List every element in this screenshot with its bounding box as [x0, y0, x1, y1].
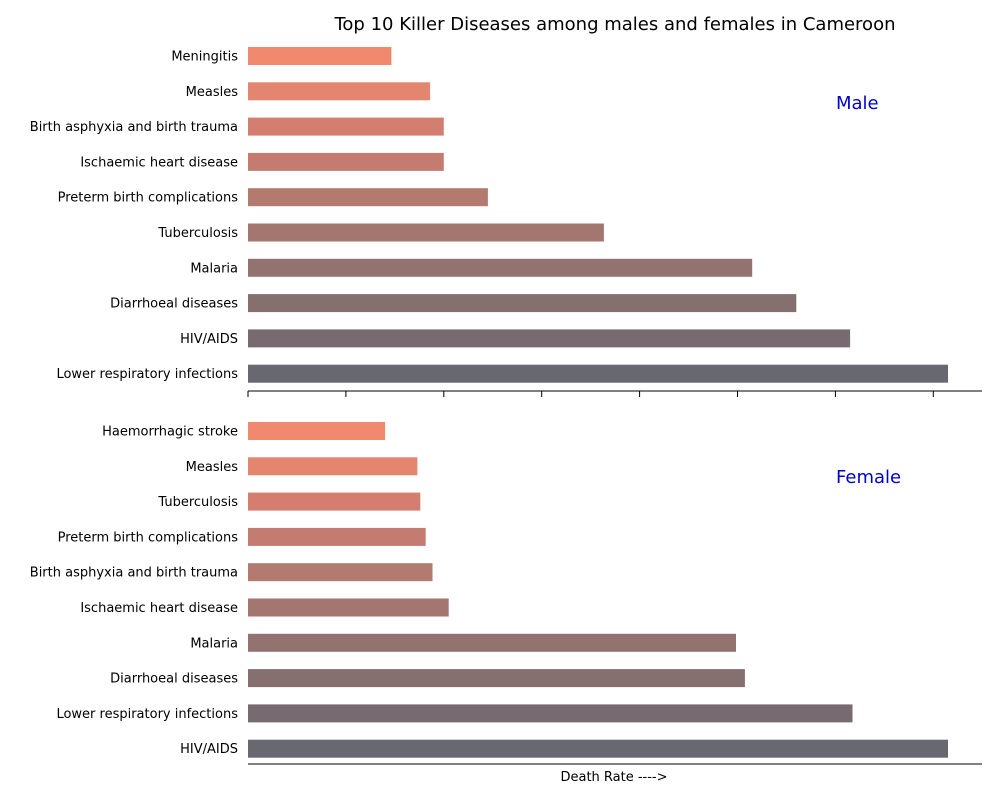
- category-label-male-9: Lower respiratory infections: [56, 367, 238, 382]
- category-label-male-3: Ischaemic heart disease: [80, 155, 238, 170]
- category-label-female-9: HIV/AIDS: [180, 742, 238, 757]
- category-label-male-7: Diarrhoeal diseases: [110, 297, 238, 312]
- bar-male-4: [248, 188, 488, 207]
- category-label-male-4: Preterm birth complications: [58, 191, 239, 206]
- bar-male-8: [248, 329, 851, 348]
- bar-male-2: [248, 117, 444, 136]
- category-label-female-0: Haemorrhagic stroke: [102, 425, 238, 440]
- bar-female-6: [248, 633, 736, 652]
- bar-female-3: [248, 527, 426, 546]
- category-label-female-1: Measles: [186, 460, 239, 475]
- category-label-male-2: Birth asphyxia and birth trauma: [30, 120, 238, 135]
- bar-female-8: [248, 704, 853, 723]
- category-label-female-8: Lower respiratory infections: [56, 707, 238, 722]
- bar-male-9: [248, 364, 948, 383]
- panel-label-female: Female: [836, 467, 901, 488]
- bar-female-1: [248, 457, 418, 476]
- bar-female-7: [248, 669, 745, 688]
- panel-label-male: Male: [836, 93, 879, 114]
- category-label-female-6: Malaria: [190, 636, 238, 651]
- panel-male: Male Meningitis Measles Birth asphyxia and …: [30, 47, 982, 397]
- category-label-male-5: Tuberculosis: [157, 226, 238, 241]
- category-label-female-4: Birth asphyxia and birth trauma: [30, 566, 238, 581]
- bar-male-1: [248, 82, 431, 101]
- x-axis-label: Death Rate ---->: [560, 770, 667, 785]
- category-label-male-8: HIV/AIDS: [180, 332, 238, 347]
- bar-male-3: [248, 152, 444, 171]
- category-label-male-0: Meningitis: [171, 50, 238, 65]
- panel-female: Female Haemorrhagic stroke Measles Tubercul…: [30, 422, 982, 765]
- category-label-female-5: Ischaemic heart disease: [80, 601, 238, 616]
- chart-panels: Male Meningitis Measles Birth asphyxia and …: [30, 47, 982, 765]
- category-label-female-2: Tuberculosis: [157, 495, 238, 510]
- bar-male-5: [248, 223, 604, 242]
- bar-female-0: [248, 422, 386, 440]
- category-label-female-3: Preterm birth complications: [58, 530, 239, 545]
- bar-female-5: [248, 598, 449, 617]
- category-label-male-6: Malaria: [190, 261, 238, 276]
- chart-title: Top 10 Killer Diseases among males and f…: [333, 14, 895, 35]
- bar-male-7: [248, 294, 797, 313]
- bar-female-2: [248, 492, 421, 511]
- bar-female-9: [248, 739, 948, 758]
- bar-male-0: [248, 47, 392, 65]
- bar-female-4: [248, 563, 433, 582]
- category-label-female-7: Diarrhoeal diseases: [110, 672, 238, 687]
- category-label-male-1: Measles: [186, 85, 239, 100]
- bar-male-6: [248, 258, 753, 277]
